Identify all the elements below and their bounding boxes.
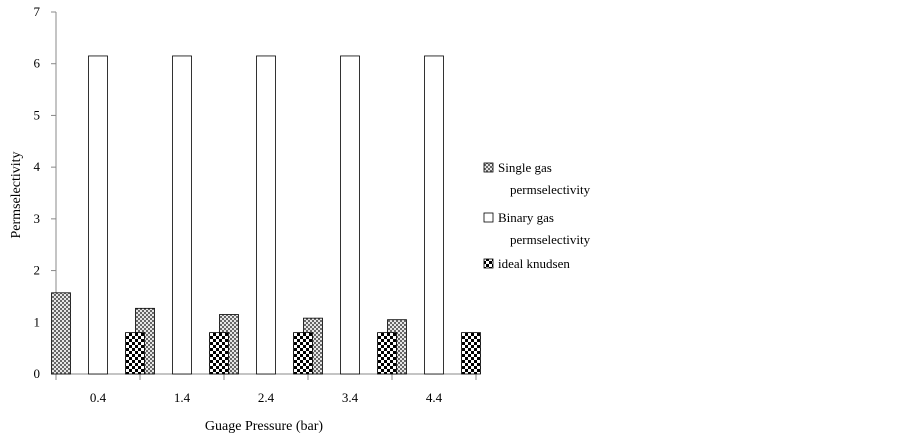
bar-checker [461, 332, 481, 375]
bar-white [340, 55, 360, 375]
y-tick-label: 7 [34, 4, 41, 19]
legend-label: Single gas [498, 160, 552, 175]
legend: Single gas permselectivity Binary gas perms… [483, 160, 591, 271]
legend-label: Binary gas [498, 210, 554, 225]
legend-label: permselectivity [510, 232, 591, 247]
legend-label: permselectivity [510, 182, 591, 197]
x-tick-label: 1.4 [174, 390, 191, 405]
x-tick-label: 4.4 [426, 390, 443, 405]
bar-white [172, 55, 192, 375]
x-axis-label: Guage Pressure (bar) [205, 419, 324, 434]
bar-checker [377, 332, 397, 375]
x-axis: 0.4 1.4 2.4 3.4 4.4 [55, 373, 477, 405]
bars [51, 55, 481, 375]
bar-dots [51, 292, 71, 375]
legend-swatch-white [483, 212, 494, 223]
legend-swatch-dots [483, 162, 494, 173]
y-tick-label: 4 [34, 159, 41, 174]
bar-white [256, 55, 276, 375]
y-tick-label: 1 [34, 314, 41, 329]
legend-swatch-checker [483, 258, 494, 269]
y-axis-label: Permselectivity [9, 151, 24, 238]
x-tick-label: 2.4 [258, 390, 275, 405]
legend-label: ideal knudsen [498, 256, 570, 271]
bar-checker [293, 332, 313, 375]
y-tick-label: 2 [34, 263, 41, 278]
y-tick-label: 0 [34, 366, 41, 381]
bar-checker [125, 332, 145, 375]
y-tick-label: 6 [34, 56, 41, 71]
y-tick-label: 3 [34, 211, 41, 226]
x-tick-label: 3.4 [342, 390, 359, 405]
y-tick-label: 5 [34, 107, 41, 122]
bar-checker [209, 332, 229, 375]
bar-white [88, 55, 108, 375]
x-tick-label: 0.4 [90, 390, 107, 405]
bar-white [424, 55, 444, 375]
